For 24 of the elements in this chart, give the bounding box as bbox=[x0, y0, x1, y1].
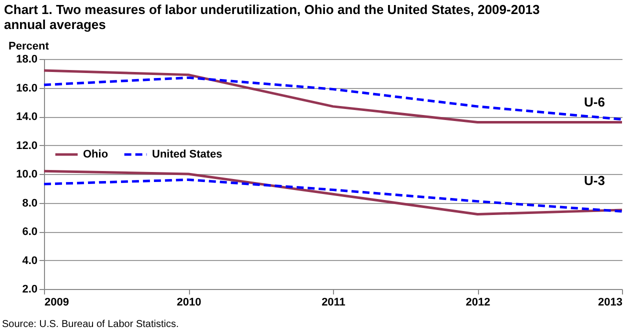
x-tick-label: 2013 bbox=[598, 296, 622, 308]
y-tick-label: 16.0 bbox=[16, 82, 38, 94]
line-series bbox=[42, 76, 624, 121]
chart-title: Chart 1. Two measures of labor underutilization, Ohio and the United States, 2009-2013 annual averages bbox=[4, 2, 540, 32]
line-series bbox=[42, 69, 624, 124]
x-tick-label: 2011 bbox=[322, 296, 346, 308]
y-tick-label: 8.0 bbox=[22, 197, 38, 210]
line-series bbox=[42, 170, 624, 216]
y-tick-label: 2.0 bbox=[22, 284, 38, 296]
annotation: U-3 bbox=[584, 172, 605, 188]
y-tick-label: 4.0 bbox=[22, 254, 38, 267]
y-tick-label: 10.0 bbox=[16, 168, 38, 180]
y-tick-label: 18.0 bbox=[16, 54, 38, 66]
legend-label: United States bbox=[152, 148, 222, 161]
y-axis-title: Percent bbox=[8, 40, 50, 52]
x-tick-label: 2010 bbox=[176, 296, 202, 308]
x-tick-label: 2012 bbox=[466, 296, 490, 308]
legend-label: Ohio bbox=[83, 148, 108, 161]
y-tick-label: 6.0 bbox=[22, 226, 38, 238]
y-tick-label: 14.0 bbox=[16, 111, 38, 123]
y-tick-label: 12.0 bbox=[16, 140, 38, 152]
source-note: Source: U.S. Bureau of Labor Statistics. bbox=[2, 319, 179, 330]
x-tick-label: 2009 bbox=[44, 296, 69, 308]
annotation: U-6 bbox=[584, 94, 605, 110]
